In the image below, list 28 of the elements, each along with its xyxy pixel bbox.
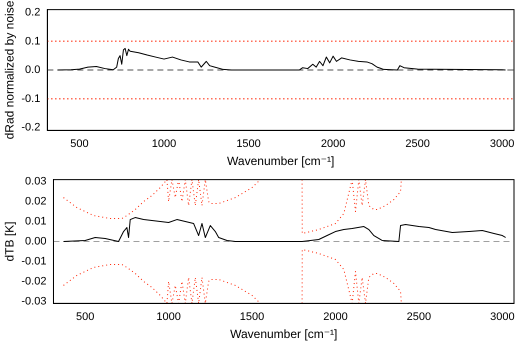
y-axis-title: dTB [K] — [2, 221, 17, 262]
x-axis-title: Wavenumber [cm⁻¹] — [227, 154, 334, 168]
y-tick-label: 0.0 — [25, 64, 40, 76]
x-tick-label: 1000 — [156, 311, 181, 324]
y-tick-label: -0.2 — [21, 122, 40, 134]
x-tick-label: 500 — [70, 138, 89, 150]
y-tick-label: -0.03 — [21, 295, 46, 308]
y-tick-label: -0.01 — [21, 256, 46, 268]
y-tick-label: 0.2 — [25, 6, 40, 19]
x-axis-title: Wavenumber [cm⁻¹] — [230, 327, 338, 342]
y-tick-label: 0.01 — [25, 216, 46, 228]
y-tick-label: -0.02 — [21, 275, 46, 288]
y-tick-label: 0.1 — [25, 35, 40, 48]
x-tick-label: 1500 — [236, 138, 261, 150]
x-tick-label: 2000 — [323, 311, 348, 324]
x-tick-label: 1000 — [152, 138, 176, 150]
x-tick-label: 3000 — [490, 311, 515, 324]
x-tick-label: 2000 — [320, 138, 346, 150]
x-tick-label: 1500 — [240, 311, 264, 324]
y-tick-label: 0.03 — [25, 176, 46, 188]
y-tick-label: -0.1 — [21, 92, 40, 105]
y-tick-label: 0.00 — [25, 236, 46, 248]
x-tick-label: 2500 — [406, 311, 432, 324]
y-tick-label: 0.02 — [25, 196, 46, 208]
y-axis-title: dRad normalized by noise — [2, 0, 17, 140]
x-tick-label: 2500 — [405, 138, 430, 150]
x-tick-label: 500 — [76, 311, 94, 324]
x-tick-label: 3000 — [490, 138, 514, 150]
